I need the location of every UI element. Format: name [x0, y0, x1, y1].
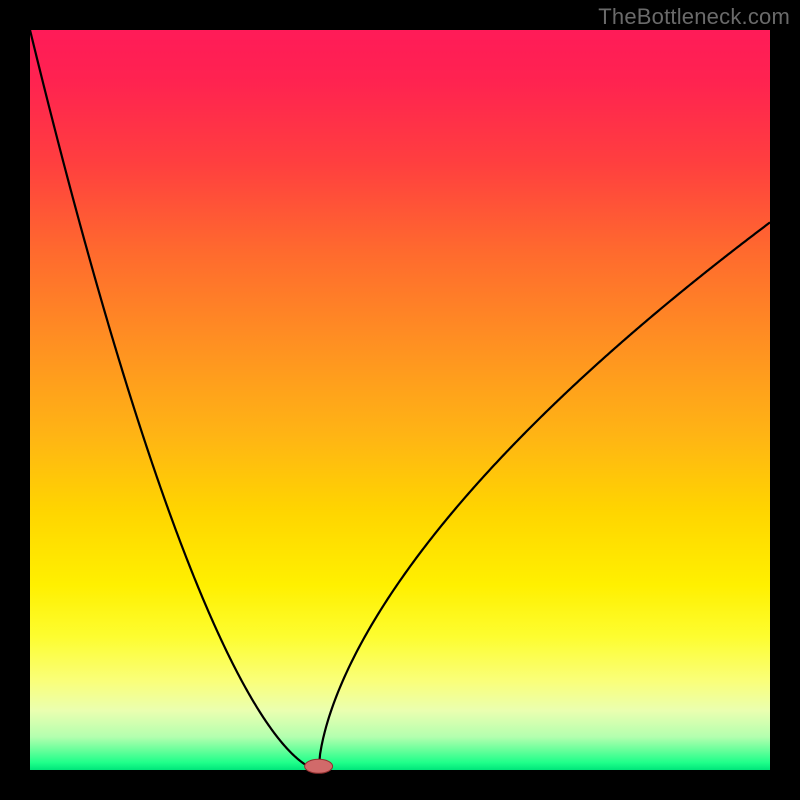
optimum-marker	[305, 759, 333, 773]
plot-background	[30, 30, 770, 770]
watermark-text: TheBottleneck.com	[598, 4, 790, 30]
bottleneck-chart	[0, 0, 800, 800]
